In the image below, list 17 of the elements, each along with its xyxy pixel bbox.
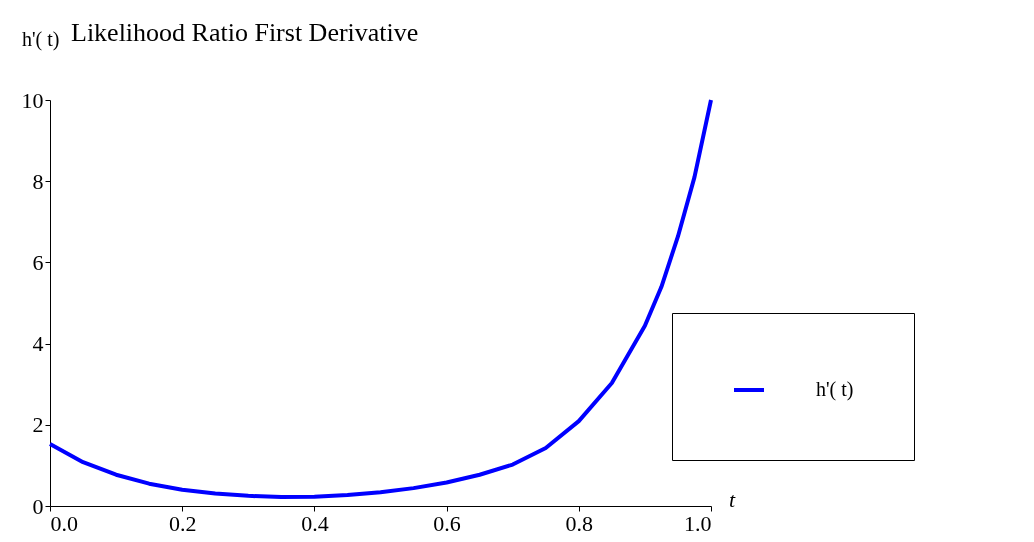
x-tick-label: 1.0 (684, 510, 712, 536)
x-tick-label: 0.8 (565, 510, 594, 536)
text: h'( t) (816, 378, 854, 401)
x-tick-label: 0.2 (168, 510, 197, 536)
y-tick-label: 0 (32, 493, 44, 519)
y-tick-label: 4 (32, 331, 44, 357)
x-tick-label: 0.4 (301, 510, 329, 536)
y-tick-label: 2 (32, 412, 44, 438)
chart-title: Likelihood Ratio First Derivative (71, 18, 419, 47)
line-series (48, 98, 713, 500)
x-tick-label: 0.6 (433, 510, 461, 536)
x-axis-title: t (729, 487, 736, 512)
y-tick-label: 8 (32, 168, 44, 194)
y-tick-label: 6 (32, 249, 44, 275)
y-axis-title: h'( t) (22, 28, 60, 51)
x-tick-label: 0.0 (50, 510, 78, 536)
y-tick-label: 10 (21, 87, 44, 113)
